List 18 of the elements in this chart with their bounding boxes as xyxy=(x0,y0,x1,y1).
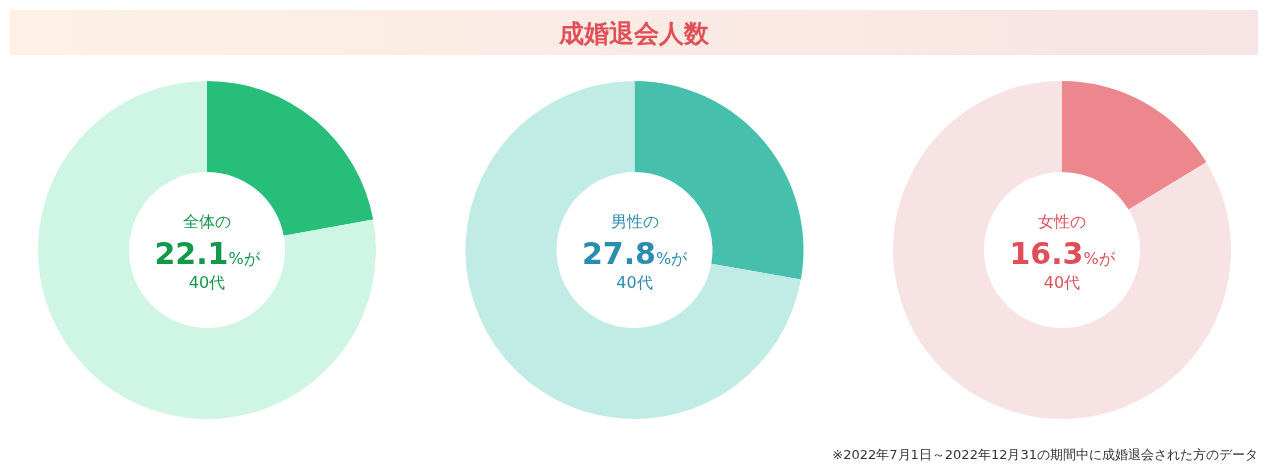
text: 男性の xyxy=(610,212,659,231)
text: ※2022年7月1日～2022年12月31の期間中に成婚退会された方のデータ xyxy=(832,447,1258,462)
donut-slice xyxy=(38,81,376,419)
donut-slice xyxy=(893,81,1231,419)
donut-slice xyxy=(465,81,801,419)
text: 女性の xyxy=(1038,212,1086,231)
text: 16.3 xyxy=(1009,236,1084,271)
text: %が xyxy=(1083,249,1116,268)
donut-slice xyxy=(1062,81,1207,210)
text: 40代 xyxy=(616,273,653,292)
chart-title: 成婚退会人数 xyxy=(558,19,710,48)
text: %が xyxy=(655,249,689,268)
text: 全体の xyxy=(183,212,231,231)
text: 22.1 xyxy=(154,236,229,271)
text: 27.8 xyxy=(581,236,656,271)
text: %が xyxy=(228,249,261,268)
text: 40代 xyxy=(1043,273,1081,292)
text: 40代 xyxy=(188,273,226,292)
